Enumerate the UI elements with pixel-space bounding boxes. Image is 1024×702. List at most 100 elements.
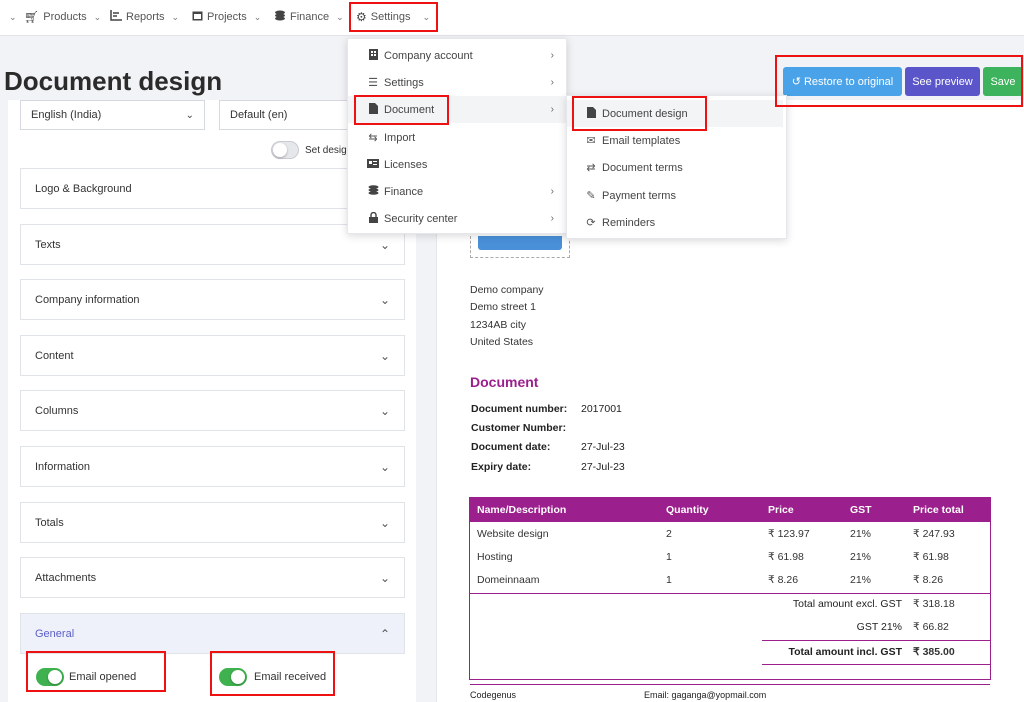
footer-divider <box>470 684 990 685</box>
company-address-line: United States <box>470 336 534 348</box>
restore-original-button[interactable]: ↺ Restore to original <box>783 67 902 96</box>
meta-value: 2017001 <box>581 403 622 415</box>
chevron-right-icon: › <box>550 104 554 115</box>
toggle-knob <box>48 670 62 684</box>
save-button[interactable]: Save <box>983 67 1023 96</box>
menu-item-import[interactable]: ⇆ Import <box>348 124 566 151</box>
email-opened-label: Email opened <box>69 671 137 683</box>
accordion-totals[interactable]: Totals ⌄ <box>20 502 405 543</box>
logo-upload-area[interactable] <box>470 236 570 258</box>
submenu-item-label: Email templates <box>602 134 681 147</box>
meta-label: Customer Number: <box>471 422 567 434</box>
nav-finance[interactable]: Finance ⌄ <box>274 0 344 34</box>
accordion-columns[interactable]: Columns ⌄ <box>20 390 405 431</box>
table-cell: ₹ 123.97 <box>768 528 810 540</box>
submenu-item-label: Payment terms <box>602 189 676 202</box>
accordion-logo-background[interactable]: Logo & Background <box>20 168 405 209</box>
menu-item-settings[interactable]: ☰ Settings › <box>348 69 566 96</box>
total-divider <box>762 664 990 665</box>
import-icon: ⇆ <box>368 132 378 144</box>
see-preview-button[interactable]: See preview <box>905 67 980 96</box>
accordion-information[interactable]: Information ⌄ <box>20 446 405 487</box>
submenu-item-label: Reminders <box>602 216 656 229</box>
chevron-right-icon: › <box>550 213 554 224</box>
column-header: Price <box>768 504 794 516</box>
submenu-item-document-terms[interactable]: ⇄ Document terms <box>567 154 783 181</box>
exchange-icon: ⇄ <box>586 162 596 174</box>
nav-finance-label: Finance <box>290 11 330 23</box>
file-icon <box>584 106 598 121</box>
column-header: GST <box>850 504 872 516</box>
submenu-item-email-templates[interactable]: ✉ Email templates <box>567 127 783 154</box>
nav-products[interactable]: 🛒︎ Products ⌄ <box>24 0 101 34</box>
table-cell: Hosting <box>477 551 513 563</box>
nav-reports-label: Reports <box>126 11 165 23</box>
menu-item-label: Licenses <box>384 158 428 171</box>
payment-icon: ✎ <box>586 190 596 202</box>
submenu-item-document-design[interactable]: Document design <box>567 100 783 127</box>
accordion-attachments[interactable]: Attachments ⌄ <box>20 557 405 598</box>
design-select[interactable]: Default (en) <box>219 100 359 130</box>
menu-item-document[interactable]: Document › <box>348 96 566 123</box>
nav-projects[interactable]: Projects ⌄ <box>192 0 261 34</box>
building-icon <box>366 48 380 63</box>
calendar-icon <box>192 10 203 24</box>
column-header: Price total <box>913 504 964 516</box>
document-submenu: Document design ✉ Email templates ⇄ Docu… <box>566 95 787 239</box>
menu-item-finance[interactable]: Finance › <box>348 178 566 205</box>
sliders-icon: ☰ <box>368 77 378 89</box>
accordion-label: General <box>35 627 75 640</box>
accordion-texts[interactable]: Texts ⌄ <box>20 224 405 265</box>
chevron-down-icon: ⌄ <box>93 11 102 22</box>
nav-settings[interactable]: ⚙ Settings ⌄ <box>356 0 430 34</box>
accordion-company-information[interactable]: Company information ⌄ <box>20 279 405 320</box>
items-table: Name/Description Quantity Price GST Pric… <box>469 497 991 680</box>
total-label: Total amount incl. GST <box>788 646 902 658</box>
meta-label: Document number: <box>471 403 568 415</box>
meta-label: Document date: <box>471 441 551 453</box>
set-design-toggle[interactable] <box>271 141 299 159</box>
accordion-content[interactable]: Content ⌄ <box>20 335 405 376</box>
cart-icon: 🛒︎ <box>24 10 40 24</box>
language-select[interactable]: English (India) ⌄ <box>20 100 205 130</box>
total-value: ₹ 318.18 <box>913 598 955 610</box>
table-cell: 2 <box>666 528 672 540</box>
table-cell: ₹ 8.26 <box>913 574 944 586</box>
column-header: Quantity <box>666 504 709 516</box>
chevron-down-icon: ⌄ <box>9 11 17 22</box>
lock-icon <box>366 211 380 226</box>
accordion-label: Texts <box>35 238 61 251</box>
menu-item-label: Settings <box>384 76 424 89</box>
accordion-general[interactable]: General ⌃ <box>20 613 405 654</box>
nav-reports[interactable]: Reports ⌄ <box>110 0 179 34</box>
accordion-label: Company information <box>35 293 140 306</box>
menu-item-company-account[interactable]: Company account › <box>348 42 566 69</box>
submenu-item-reminders[interactable]: ⟳ Reminders <box>567 209 783 236</box>
chevron-down-icon: ⌄ <box>379 348 390 363</box>
table-cell: ₹ 8.26 <box>768 574 799 586</box>
menu-item-label: Security center <box>384 212 458 225</box>
nav-products-label: Products <box>43 11 87 23</box>
chevron-down-icon: ⌄ <box>379 403 390 418</box>
footer-company: Codegenus <box>470 690 517 700</box>
menu-item-security-center[interactable]: Security center › <box>348 205 566 232</box>
save-label: Save <box>990 75 1016 88</box>
accordion-label: Content <box>35 349 74 362</box>
chevron-down-icon: ⌄ <box>336 11 344 22</box>
menu-item-licenses[interactable]: Licenses <box>348 151 566 178</box>
total-value: ₹ 66.82 <box>913 621 949 633</box>
email-received-toggle[interactable] <box>219 668 247 686</box>
see-preview-label: See preview <box>912 75 973 88</box>
total-divider <box>762 640 990 641</box>
email-opened-toggle[interactable] <box>36 668 64 686</box>
coins-icon <box>366 185 380 198</box>
nav-collapse[interactable]: ⌄ <box>6 0 17 34</box>
logo-upload-button[interactable] <box>478 236 562 250</box>
meta-label: Expiry date: <box>471 461 532 473</box>
nav-settings-label: Settings <box>370 11 411 23</box>
meta-value: 27-Jul-23 <box>581 461 625 473</box>
accordion-label: Totals <box>35 516 64 529</box>
chevron-down-icon: ⌄ <box>379 570 390 585</box>
submenu-item-payment-terms[interactable]: ✎ Payment terms <box>567 182 783 209</box>
toggle-knob <box>231 670 245 684</box>
